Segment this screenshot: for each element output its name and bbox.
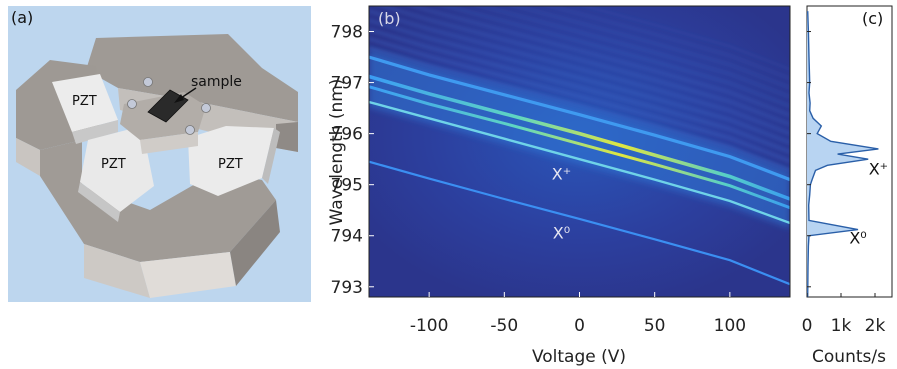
frame-bottom-front	[140, 252, 236, 298]
screw-icon	[201, 103, 211, 113]
screw-icon	[127, 99, 137, 109]
pzt-left-edge	[72, 120, 118, 144]
panel-b-label: (b)	[378, 9, 401, 28]
spectrum-line	[807, 11, 879, 298]
cluster-glow	[369, 49, 790, 229]
pzt-center-label: PZT	[101, 157, 126, 172]
x-tick-label: -100	[410, 316, 449, 336]
line-annotation: X⁺	[552, 165, 571, 184]
arrow-head-icon	[174, 94, 184, 103]
heatmap-faint-bands	[369, 6, 790, 229]
frame-bottom-face	[40, 140, 276, 262]
pzt-right-edge	[262, 128, 280, 184]
faint-band	[544, 6, 790, 80]
x-tick-label: -50	[490, 316, 518, 336]
faint-band	[369, 28, 790, 154]
faint-band	[510, 6, 790, 90]
faint-band	[369, 9, 790, 136]
pzt-center	[80, 126, 154, 212]
spectrum-area	[807, 11, 879, 297]
panel-c: 0 1k 2k X⁺ X⁰ (c) Counts/s	[802, 5, 893, 367]
heatmap-line	[369, 85, 790, 210]
spectrum-plot	[807, 11, 879, 298]
pzt-left-label: PZT	[72, 94, 97, 109]
heatmap-line	[369, 55, 790, 182]
heatmap-ticks: -100 -50 0 50 100 793 794 795 796 797 798	[331, 23, 747, 336]
spectrum-ticks: 0 1k 2k	[802, 31, 886, 336]
x-tick-label: 50	[644, 316, 666, 336]
y-tick-label: 793	[331, 278, 363, 298]
faint-band	[408, 6, 790, 117]
faint-band	[475, 6, 790, 99]
sample-label: sample	[191, 74, 242, 90]
heatmap-line	[369, 160, 790, 286]
x-tick-label: 100	[714, 316, 746, 336]
frame-left-side	[16, 138, 40, 176]
screw-icon	[143, 77, 153, 87]
faint-band	[369, 46, 790, 172]
y-tick-label: 798	[331, 23, 363, 43]
peak-annotation: X⁰	[849, 228, 866, 247]
spectrum-annotations: X⁺ X⁰	[849, 159, 888, 247]
y-tick-label: 797	[331, 74, 363, 94]
x-tick-label: 0	[574, 316, 585, 336]
frame-bottom-front-left	[84, 244, 150, 298]
pzt-right-label: PZT	[218, 157, 243, 172]
heatmap-line	[369, 100, 790, 225]
frame-top-edge	[276, 122, 298, 152]
heatmap-xlabel: Voltage (V)	[532, 347, 626, 367]
faint-band	[440, 6, 790, 108]
panel-a-label: (a)	[11, 8, 33, 27]
panel-a: (a) PZT PZT PZT sample	[8, 6, 311, 302]
faint-band	[369, 37, 790, 163]
heatmap-line	[369, 74, 790, 201]
pzt-left	[52, 74, 118, 132]
line-annotation: X⁰	[553, 223, 570, 242]
heatmap-ylabel: Wavelength (nm)	[327, 79, 347, 226]
pzt-center-edge	[78, 182, 120, 222]
x-tick-label: 1k	[831, 316, 852, 336]
frame-bottom-right	[230, 200, 280, 286]
y-tick-label: 796	[331, 125, 363, 145]
heatmap-lines	[369, 55, 790, 286]
faint-band	[377, 6, 790, 126]
faint-band	[579, 6, 790, 71]
pzt-right	[188, 126, 274, 196]
heatmap-annotations: X⁺ X⁰	[552, 165, 571, 243]
spectrum-xlabel: Counts/s	[812, 347, 886, 367]
peak-annotation: X⁺	[869, 159, 888, 178]
panel-c-label: (c)	[862, 9, 883, 28]
x-tick-label: 2k	[865, 316, 886, 336]
y-tick-label: 795	[331, 176, 363, 196]
screw-icon	[185, 125, 195, 135]
panel-b: -100 -50 0 50 100 793 794 795 796 797 798 X⁺ X⁰ (b)…	[327, 5, 791, 367]
y-tick-label: 794	[331, 227, 363, 247]
frame-top-face	[86, 34, 298, 122]
x-tick-label: 0	[802, 316, 813, 336]
stage-side	[140, 132, 198, 154]
faint-band	[369, 18, 790, 145]
